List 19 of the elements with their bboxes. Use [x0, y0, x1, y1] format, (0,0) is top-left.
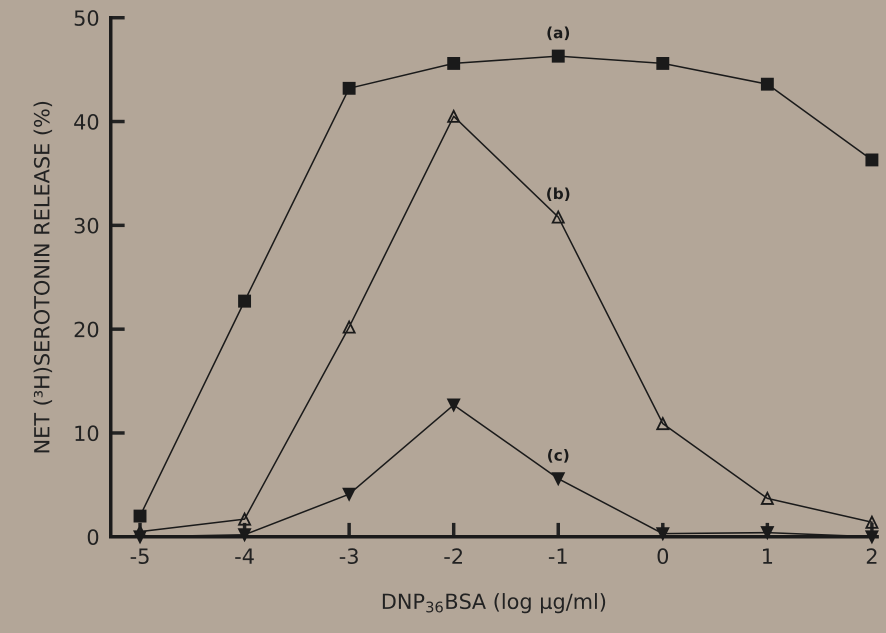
y-tick-label: 40: [74, 114, 98, 130]
x-tick-label: -2: [444, 548, 462, 564]
series-label: (c): [548, 449, 568, 463]
y-tick-label: 10: [75, 425, 98, 442]
y-tick-label: 20: [74, 322, 98, 338]
y-tick-label: 0: [88, 529, 98, 545]
x-tick-label: 1: [763, 548, 772, 564]
y-axis-title: NET (³H)SEROTONIN RELEASE (%): [34, 102, 52, 452]
x-tick-label: -4: [235, 548, 254, 564]
y-tick-label: 30: [74, 218, 98, 234]
x-tick-label: 0: [658, 548, 668, 564]
series-label: (b): [547, 187, 570, 202]
x-axis-title: DNP$_{36}$BSA (log µg/ml): [382, 593, 606, 614]
x-tick-label: -5: [130, 548, 149, 564]
y-tick-label: 50: [74, 10, 98, 26]
x-tick-label: 2: [866, 548, 876, 564]
x-tick-label: -3: [340, 548, 358, 564]
series-label: (a): [547, 26, 570, 40]
x-tick-label: -1: [548, 548, 567, 564]
